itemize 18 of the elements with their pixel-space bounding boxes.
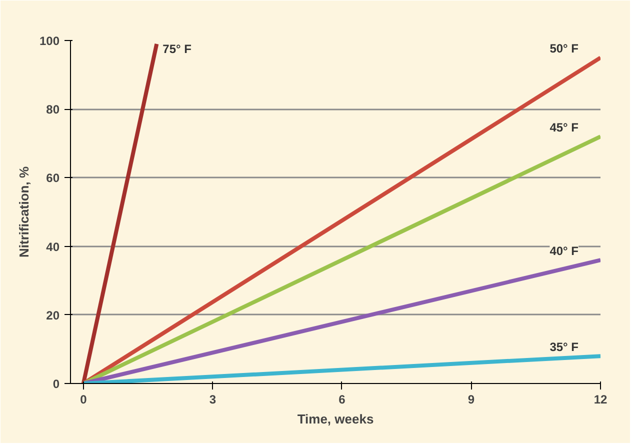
y-tick-label: 100: [39, 34, 60, 48]
y-tick-label: 40: [46, 240, 60, 254]
y-tick-label: 20: [46, 308, 60, 322]
series-label: 75° F: [162, 42, 192, 56]
series-label: 35° F: [550, 340, 578, 354]
x-tick-label: 6: [338, 392, 346, 406]
x-tick-label: 0: [80, 392, 88, 406]
series-label: 40° F: [550, 244, 578, 258]
y-tick-label: 60: [46, 171, 60, 186]
x-tick-label: 3: [209, 392, 216, 406]
series-label: 50° F: [550, 42, 578, 56]
y-tick-label: 80: [46, 102, 60, 117]
y-axis-title: Nitrification, %: [16, 166, 32, 258]
x-tick-label: 12: [594, 392, 608, 406]
y-tick-label: 0: [52, 377, 60, 391]
x-tick-label: 9: [468, 392, 475, 406]
x-axis-title: Time, weeks: [297, 412, 374, 426]
series-label: 45° F: [550, 120, 578, 135]
